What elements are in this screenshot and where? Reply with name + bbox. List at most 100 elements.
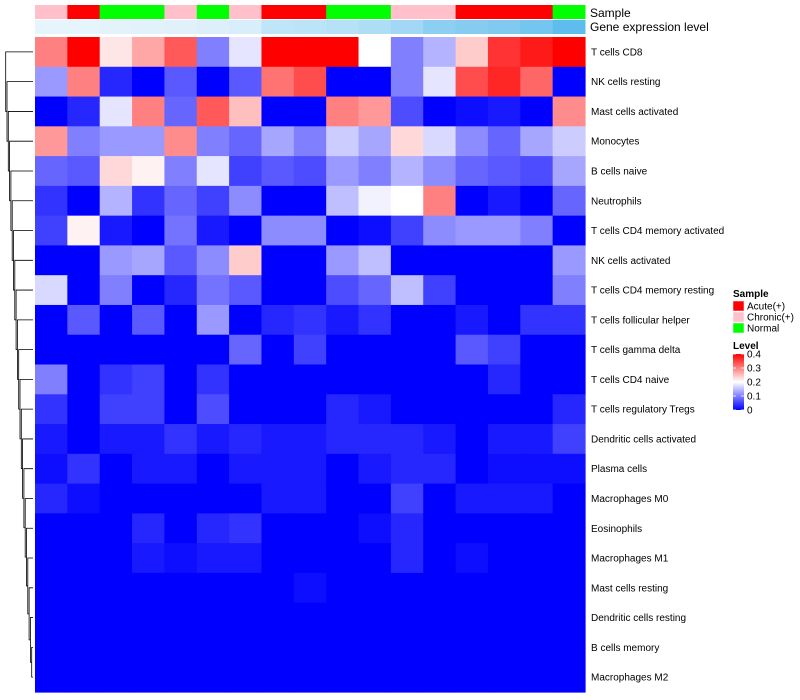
heatmap-cell xyxy=(99,275,133,306)
heatmap-cell xyxy=(326,543,360,574)
heatmap-cell xyxy=(196,156,230,187)
heatmap-cell xyxy=(164,185,198,217)
sample-annotation-cell xyxy=(390,5,424,19)
heatmap-cell xyxy=(520,572,554,604)
sample-annotation-cell xyxy=(164,5,198,19)
heatmap-cell xyxy=(229,126,263,157)
heatmap-cell xyxy=(164,394,198,425)
heatmap-cell xyxy=(35,602,68,634)
expression-level-annotation-cell xyxy=(99,20,133,34)
heatmap-cell xyxy=(455,304,489,336)
expression-level-annotation-cell xyxy=(35,20,68,34)
heatmap-cell xyxy=(132,662,166,693)
heatmap-cell xyxy=(196,394,230,425)
heatmap-cell xyxy=(132,453,166,485)
heatmap-cell xyxy=(326,304,360,336)
heatmap-cell xyxy=(455,632,489,663)
expression-level-annotation-cell xyxy=(196,20,230,34)
heatmap-cell xyxy=(261,364,295,395)
heatmap-cell xyxy=(390,245,424,276)
row-label: T cells regulatory Tregs xyxy=(591,405,695,416)
row-label: Macrophages M1 xyxy=(591,554,669,565)
heatmap-cell xyxy=(35,483,68,514)
sample-annotation-bar xyxy=(35,5,586,19)
heatmap-cell xyxy=(358,513,392,544)
row-label: T cells CD4 memory activated xyxy=(591,226,724,237)
heatmap-cell xyxy=(487,602,521,634)
row-label: Plasma cells xyxy=(591,464,647,475)
heatmap-cell xyxy=(390,37,424,68)
heatmap-cell xyxy=(293,424,327,455)
heatmap-cell xyxy=(99,632,133,663)
heatmap-cell xyxy=(99,424,133,455)
row-label: Eosinophils xyxy=(591,524,642,535)
heatmap-cell xyxy=(261,453,295,485)
heatmap-cell xyxy=(326,483,360,514)
heatmap-cell xyxy=(455,334,489,366)
level-legend-tick-label: 0.4 xyxy=(747,350,761,361)
heatmap-cell xyxy=(520,424,554,455)
expression-level-annotation-cell xyxy=(164,20,198,34)
heatmap-cell xyxy=(229,364,263,395)
heatmap-cell xyxy=(358,602,392,634)
heatmap-cell xyxy=(293,364,327,395)
heatmap-cell xyxy=(196,453,230,485)
heatmap-cell xyxy=(326,632,360,663)
expression-level-annotation-label: Gene expression level xyxy=(590,20,709,34)
heatmap-cell xyxy=(520,275,554,306)
heatmap-cell xyxy=(358,572,392,604)
heatmap-cell xyxy=(196,632,230,663)
heatmap-cell xyxy=(99,215,133,247)
heatmap-cell xyxy=(390,334,424,366)
heatmap-cell xyxy=(229,513,263,544)
heatmap-cell xyxy=(35,424,68,455)
heatmap-cell xyxy=(552,304,586,336)
heatmap-cell xyxy=(35,37,68,68)
heatmap-cell xyxy=(132,364,166,395)
heatmap-cell xyxy=(261,424,295,455)
heatmap-cell xyxy=(196,37,230,68)
heatmap-cell xyxy=(455,394,489,425)
sample-legend: Sample Acute(+)Chronic(+)Normal xyxy=(732,289,794,335)
row-label: T cells CD4 naive xyxy=(591,375,670,386)
heatmap-cell xyxy=(423,453,457,485)
heatmap-cell xyxy=(99,453,133,485)
heatmap-cell xyxy=(229,245,263,276)
level-legend-title: Level xyxy=(733,341,759,352)
heatmap-cell xyxy=(326,215,360,247)
heatmap-cell xyxy=(326,364,360,395)
heatmap-cell xyxy=(132,543,166,574)
heatmap-cell xyxy=(487,185,521,217)
heatmap-cell xyxy=(326,275,360,306)
heatmap-cell xyxy=(132,304,166,336)
heatmap-cell xyxy=(67,126,101,157)
heatmap-cell xyxy=(520,453,554,485)
heatmap-cell xyxy=(35,126,68,157)
heatmap-cell xyxy=(390,185,424,217)
heatmap-cell xyxy=(390,304,424,336)
row-dendrogram xyxy=(5,51,33,678)
sample-legend-label: Normal xyxy=(747,324,779,335)
heatmap-cell xyxy=(423,543,457,574)
heatmap-cell xyxy=(132,245,166,276)
heatmap-cell xyxy=(326,424,360,455)
heatmap-cell xyxy=(132,334,166,366)
heatmap-cell xyxy=(196,364,230,395)
heatmap-cell xyxy=(293,662,327,693)
heatmap-cell xyxy=(196,483,230,514)
heatmap-cell xyxy=(261,215,295,247)
heatmap-cell xyxy=(455,662,489,693)
heatmap-cell xyxy=(520,602,554,634)
row-label: NK cells resting xyxy=(591,77,660,88)
heatmap-cell xyxy=(293,126,327,157)
heatmap-cell xyxy=(99,543,133,574)
heatmap-cell xyxy=(552,126,586,157)
heatmap-cell xyxy=(164,37,198,68)
heatmap-cell xyxy=(455,513,489,544)
heatmap-cell xyxy=(164,602,198,634)
sample-legend-swatch xyxy=(732,322,745,334)
sample-legend-swatch xyxy=(732,300,745,312)
heatmap-cell xyxy=(164,662,198,693)
heatmap-cell xyxy=(520,66,554,98)
heatmap-cell xyxy=(423,37,457,68)
